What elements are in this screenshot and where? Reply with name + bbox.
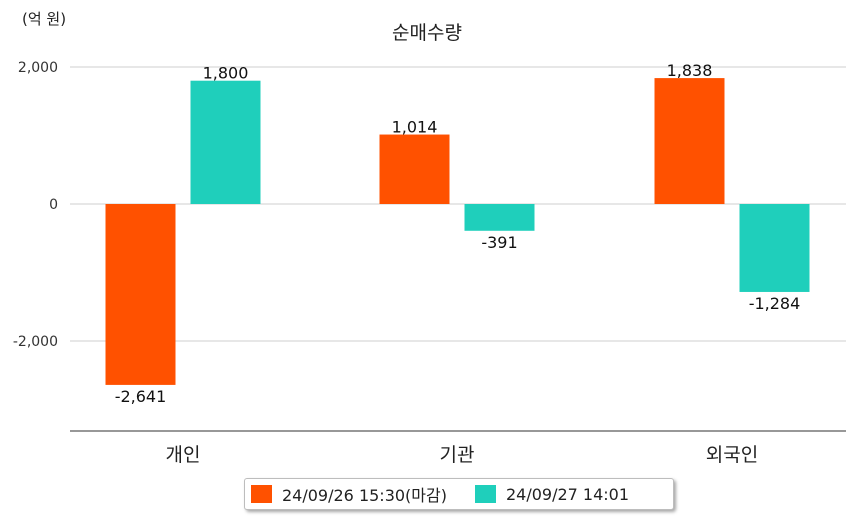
legend-swatch-series-2 xyxy=(474,485,496,503)
y-tick-label: 0 xyxy=(49,197,58,213)
bar-1 xyxy=(654,78,725,204)
legend-swatch-series-1 xyxy=(251,485,272,503)
legend: 24/09/26 15:30(마감) 24/09/27 14:01 xyxy=(244,478,674,510)
x-tick-label: 기관 xyxy=(440,444,475,466)
bar-2 xyxy=(739,204,810,292)
bar-2 xyxy=(190,80,261,204)
legend-item-series-1[interactable]: 24/09/26 15:30(마감) xyxy=(251,482,447,506)
x-tick-label: 개인 xyxy=(166,444,201,466)
data-label: 1,800 xyxy=(203,64,249,83)
y-tick-label: 2,000 xyxy=(18,60,58,76)
legend-label-series-2: 24/09/27 14:01 xyxy=(505,484,630,504)
y-tick-label: -2,000 xyxy=(13,334,58,350)
bar-1 xyxy=(105,204,176,385)
chart-title: 순매수량 xyxy=(392,22,462,44)
bar-2 xyxy=(464,204,535,231)
x-tick-label: 외국인 xyxy=(706,444,758,466)
legend-item-series-2[interactable]: 24/09/27 14:01 xyxy=(474,484,630,504)
data-label: -2,641 xyxy=(115,387,167,406)
data-label: 1,838 xyxy=(667,61,713,80)
legend-label-series-1: 24/09/26 15:30(마감) xyxy=(282,486,447,505)
data-label: -1,284 xyxy=(749,294,801,313)
data-label: 1,014 xyxy=(392,118,438,137)
bar-1 xyxy=(379,134,450,204)
unit-label: (억 원) xyxy=(22,10,67,28)
data-label: -391 xyxy=(481,233,517,252)
